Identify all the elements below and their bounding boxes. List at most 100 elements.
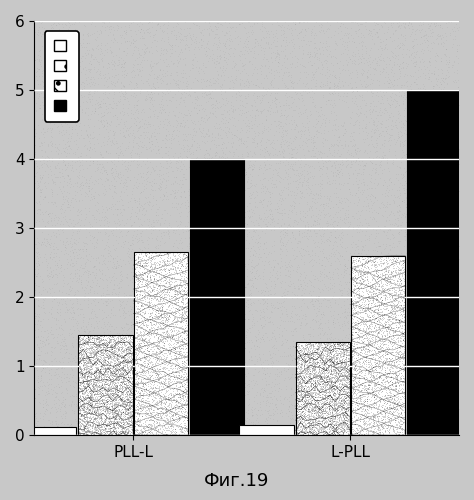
Point bbox=[154, 359, 161, 367]
Point bbox=[305, 205, 312, 213]
Point bbox=[133, 345, 141, 353]
Point bbox=[61, 161, 69, 169]
Point bbox=[228, 380, 235, 388]
Point bbox=[103, 213, 110, 221]
Point bbox=[160, 388, 168, 396]
Point bbox=[382, 124, 389, 132]
Point bbox=[325, 383, 333, 391]
Point bbox=[401, 344, 409, 352]
Point bbox=[326, 355, 334, 363]
Point bbox=[174, 364, 182, 372]
Point bbox=[137, 215, 144, 223]
Point bbox=[324, 394, 331, 402]
Point bbox=[182, 288, 189, 296]
Point bbox=[178, 424, 185, 432]
Point bbox=[112, 374, 120, 382]
Point bbox=[444, 100, 451, 108]
Point bbox=[78, 276, 85, 284]
Point bbox=[268, 53, 275, 61]
Point bbox=[94, 424, 101, 432]
Point bbox=[342, 428, 350, 436]
Point bbox=[408, 210, 416, 218]
Point bbox=[128, 18, 135, 26]
Point bbox=[362, 193, 369, 201]
Point bbox=[394, 176, 402, 184]
Point bbox=[137, 403, 144, 411]
Point bbox=[363, 323, 371, 331]
Point bbox=[377, 255, 385, 263]
Point bbox=[114, 61, 122, 69]
Point bbox=[143, 396, 151, 404]
Point bbox=[338, 368, 346, 376]
Point bbox=[43, 124, 51, 132]
Point bbox=[352, 350, 360, 358]
Point bbox=[76, 342, 83, 350]
Point bbox=[373, 208, 380, 216]
Point bbox=[261, 290, 268, 298]
Point bbox=[134, 341, 142, 349]
Point bbox=[400, 347, 407, 355]
Point bbox=[310, 352, 318, 360]
Point bbox=[317, 23, 325, 31]
Point bbox=[92, 368, 100, 376]
Point bbox=[286, 118, 293, 126]
Point bbox=[348, 291, 356, 299]
Point bbox=[341, 366, 348, 374]
Point bbox=[330, 382, 337, 390]
Point bbox=[257, 42, 265, 50]
Point bbox=[319, 408, 326, 416]
Point bbox=[118, 374, 125, 382]
Point bbox=[235, 366, 243, 374]
Point bbox=[105, 409, 113, 417]
Point bbox=[174, 225, 182, 233]
Point bbox=[267, 426, 275, 434]
Point bbox=[78, 372, 85, 380]
Point bbox=[395, 431, 402, 439]
Point bbox=[324, 361, 331, 369]
Point bbox=[291, 362, 299, 370]
Point bbox=[292, 392, 300, 400]
Point bbox=[91, 106, 99, 114]
Point bbox=[389, 344, 396, 352]
Point bbox=[172, 300, 180, 308]
Point bbox=[140, 392, 147, 400]
Point bbox=[115, 260, 122, 268]
Point bbox=[165, 374, 173, 382]
Point bbox=[128, 352, 135, 360]
Point bbox=[102, 431, 110, 439]
Point bbox=[103, 409, 110, 417]
Point bbox=[197, 194, 204, 202]
Point bbox=[419, 84, 427, 92]
Point bbox=[122, 392, 129, 400]
Point bbox=[153, 418, 161, 426]
Point bbox=[197, 305, 205, 313]
Point bbox=[256, 338, 264, 346]
Point bbox=[140, 354, 147, 362]
Point bbox=[143, 44, 150, 52]
Point bbox=[392, 330, 400, 338]
Point bbox=[130, 218, 138, 226]
Point bbox=[335, 420, 342, 428]
Point bbox=[181, 327, 189, 335]
Point bbox=[296, 420, 303, 428]
Point bbox=[91, 200, 99, 208]
Point bbox=[232, 158, 239, 166]
Point bbox=[398, 158, 405, 166]
Point bbox=[91, 122, 98, 130]
Point bbox=[59, 205, 66, 213]
Point bbox=[119, 361, 127, 369]
Point bbox=[301, 398, 309, 406]
Point bbox=[305, 354, 312, 362]
Point bbox=[157, 109, 165, 117]
Point bbox=[158, 378, 165, 386]
Point bbox=[43, 326, 50, 334]
Point bbox=[36, 23, 43, 31]
Point bbox=[89, 382, 97, 390]
Point bbox=[91, 369, 98, 377]
Point bbox=[61, 144, 68, 152]
Point bbox=[248, 412, 256, 420]
Point bbox=[119, 378, 127, 386]
Point bbox=[125, 420, 132, 428]
Point bbox=[384, 384, 392, 392]
Point bbox=[147, 132, 155, 140]
